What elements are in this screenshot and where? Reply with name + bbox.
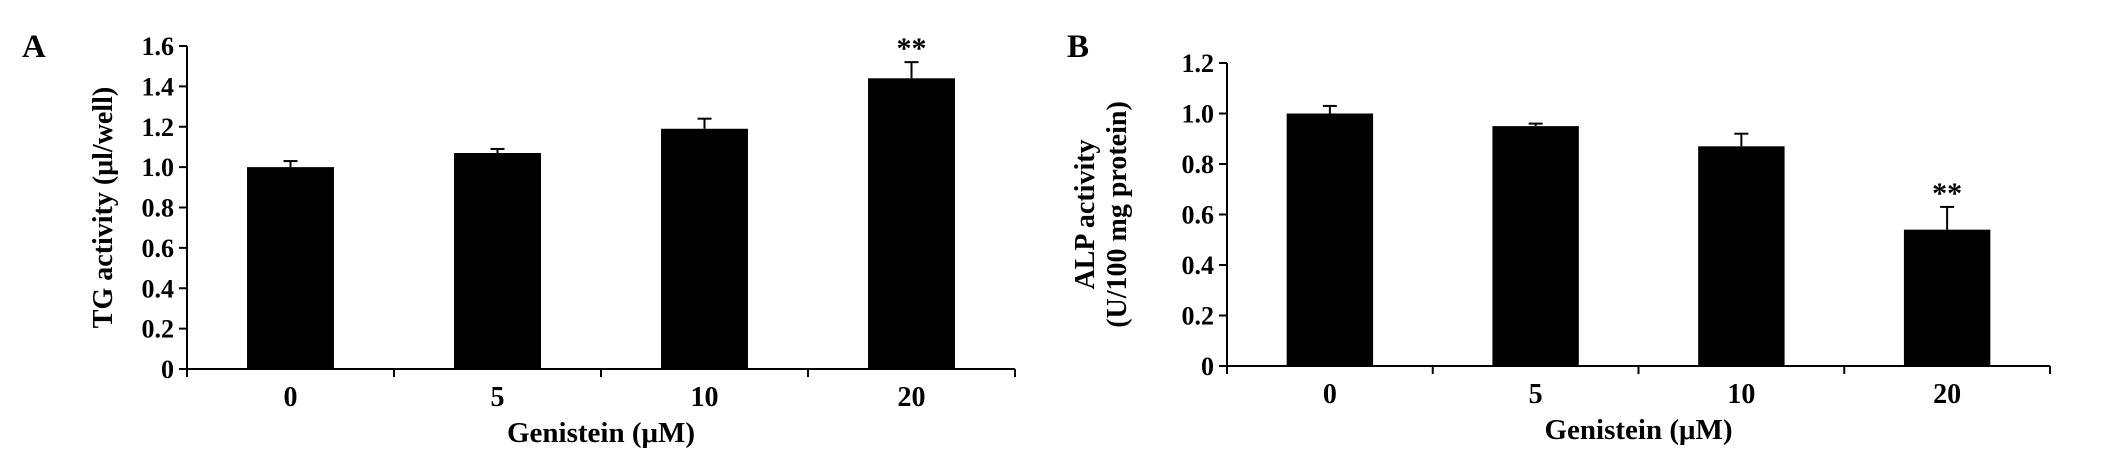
bar [1903,229,1991,366]
y-tick-label: 0.2 [1182,302,1215,331]
y-axis-title: TG activity (μl/well) [88,87,119,328]
y-tick-label: 1.0 [142,153,175,182]
x-tick-label: 0 [284,382,298,413]
y-tick-label: 0.6 [142,234,175,263]
y-tick-label: 0.4 [142,274,175,303]
x-tick-label: 20 [1933,379,1961,410]
significance-marker: ** [1932,177,1962,210]
x-tick-label: 5 [1529,379,1543,410]
y-tick-label: 1.2 [142,113,175,142]
y-tick-label: 1.6 [142,32,175,61]
panel-letter: A [22,29,46,65]
y-axis-title: ALP activity [1070,139,1101,289]
bar [1286,113,1374,366]
significance-marker: ** [897,32,927,65]
y-tick-label: 0 [161,355,174,384]
x-tick-label: 0 [1323,379,1337,410]
bar [454,152,541,369]
x-axis-title: Genistein (μM) [507,417,695,449]
bar [1698,146,1785,366]
y-tick-label: 0.8 [142,194,175,223]
y-tick-label: 1.2 [1182,49,1215,78]
y-tick-label: 1.4 [142,72,175,101]
y-tick-label: 1.0 [1182,100,1215,129]
bar [661,128,748,369]
x-tick-label: 10 [691,382,719,413]
x-tick-label: 20 [898,382,926,413]
bar [1492,126,1579,366]
bar [868,78,955,370]
y-tick-label: 0 [1201,352,1214,381]
x-axis-title: Genistein (μM) [1545,414,1733,446]
y-tick-label: 0.4 [1182,251,1215,280]
y-axis-title: (U/100 mg protein) [1102,101,1133,328]
y-tick-label: 0.2 [142,315,175,344]
panel-letter: B [1067,29,1089,65]
x-tick-label: 5 [491,382,505,413]
x-tick-label: 10 [1727,379,1755,410]
y-tick-label: 0.8 [1182,150,1215,179]
y-tick-label: 0.6 [1182,201,1215,230]
bar [247,167,334,369]
